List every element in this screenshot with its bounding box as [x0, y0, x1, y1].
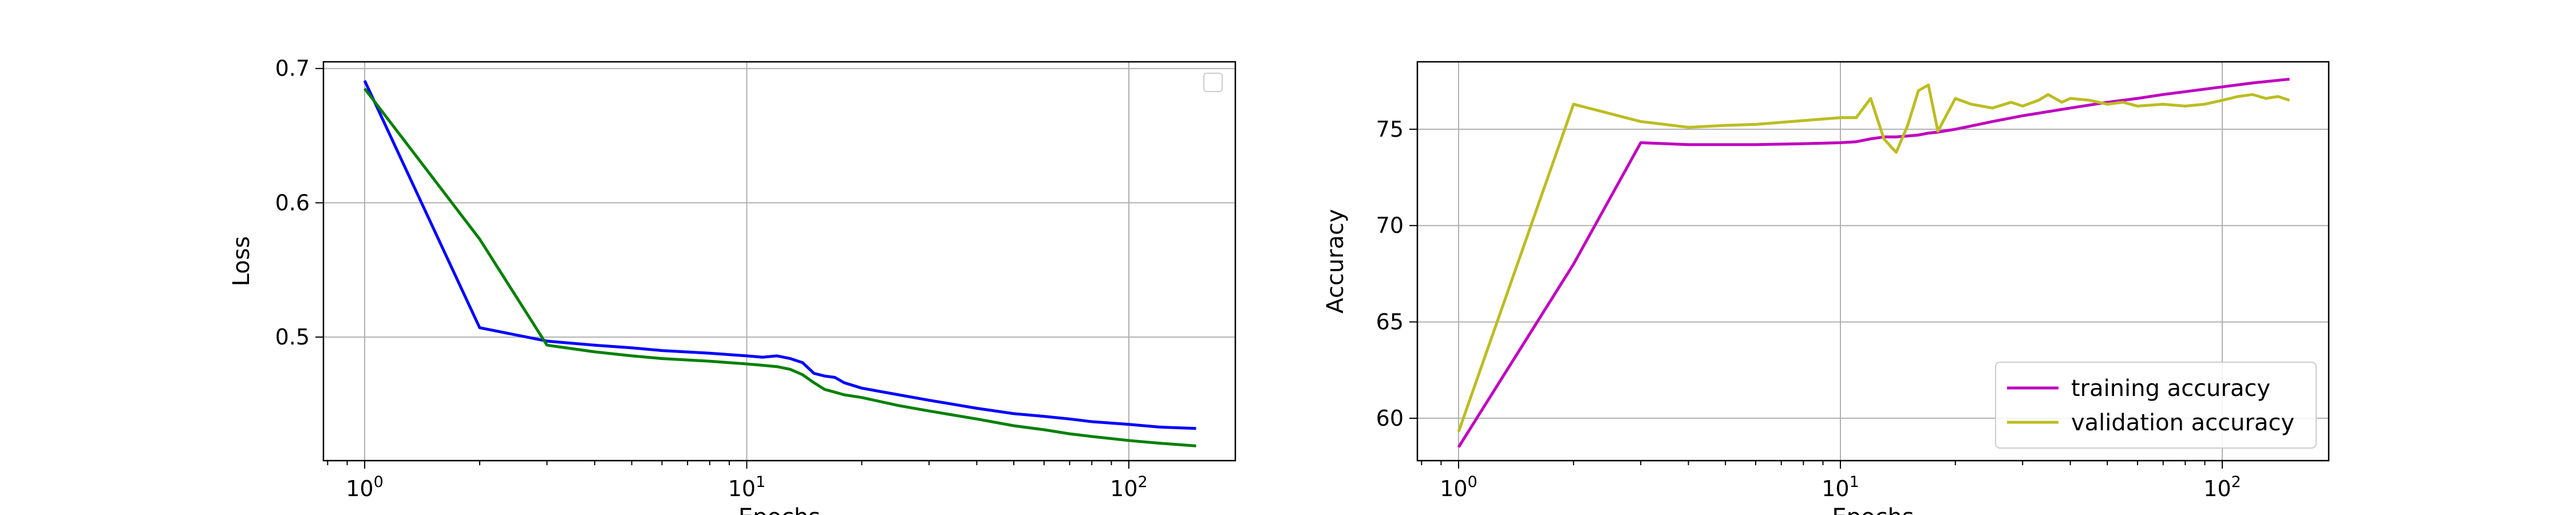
x-axis-label: Epochs — [1832, 504, 1914, 515]
legend-entry-1: training accuracy — [2071, 375, 2270, 402]
legend-box — [1995, 362, 2317, 449]
x-tick-label-0: 100 — [346, 473, 384, 501]
plot-frame — [1416, 61, 2330, 462]
y-tick-label-3: 75 — [1376, 117, 1404, 142]
legend-box-empty — [1203, 73, 1223, 92]
x-tick-label-2: 102 — [1110, 473, 1148, 501]
legend-entry-2: validation accuracy — [2071, 410, 2294, 436]
x-tick-label-0: 100 — [1440, 473, 1477, 501]
chart-panel-2: 100 101 102 60 65 70 75 Accuracy Epochs training … — [1322, 61, 2330, 515]
y-tick-label-2: 70 — [1376, 213, 1404, 238]
y-tick-label-1: 65 — [1376, 310, 1404, 335]
series-line-2 — [364, 88, 1196, 447]
chart-panel-1: 100 101 102 0.5 0.6 0.7 Loss Epochs — [228, 56, 1236, 515]
x-axis-label: Epochs — [738, 504, 820, 515]
x-tick-label-2: 102 — [2203, 473, 2241, 501]
y-axis-label: Loss — [228, 236, 255, 287]
y-tick-label-0: 60 — [1376, 406, 1404, 431]
y-axis-label: Accuracy — [1322, 209, 1349, 314]
x-tick-label-1: 101 — [1822, 473, 1859, 501]
plot-frame — [322, 61, 1236, 462]
series-line-2 — [1457, 83, 2290, 433]
y-tick-label-0: 0.5 — [275, 324, 310, 350]
series-line-1 — [363, 80, 1196, 430]
series-line-1 — [1457, 77, 2290, 448]
y-tick-label-1: 0.6 — [275, 190, 310, 215]
y-tick-label-2: 0.7 — [275, 56, 310, 81]
x-tick-label-1: 101 — [728, 473, 766, 501]
